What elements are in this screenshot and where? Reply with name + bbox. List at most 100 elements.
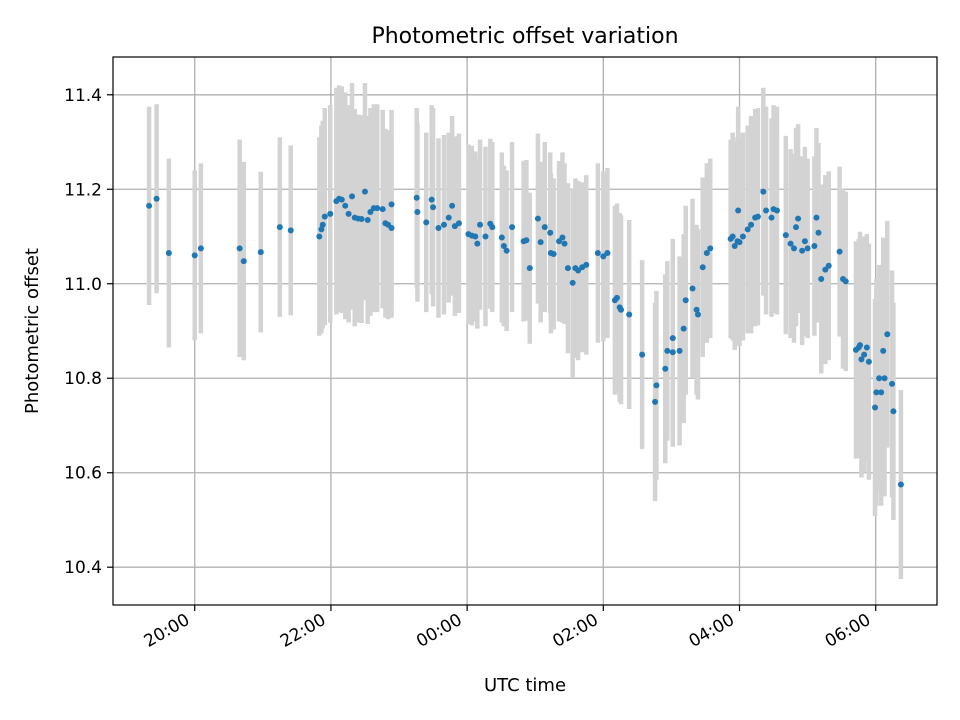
data-point	[604, 250, 611, 257]
data-point	[240, 258, 247, 265]
x-tick-label: 20:00	[141, 610, 193, 652]
data-point	[455, 220, 462, 227]
data-point	[804, 245, 811, 252]
y-axis-label: Photometric offset	[22, 248, 43, 414]
data-point	[694, 311, 701, 318]
data-point	[564, 265, 571, 272]
data-point	[428, 196, 435, 203]
data-point	[873, 389, 880, 396]
y-tick-label: 10.4	[64, 558, 102, 578]
data-point	[669, 335, 676, 342]
data-point	[146, 202, 153, 209]
data-point	[884, 331, 891, 338]
error-bars	[146, 82, 904, 580]
data-point	[276, 224, 283, 231]
chart-title: Photometric offset variation	[371, 24, 678, 49]
data-point	[435, 225, 442, 232]
data-point	[600, 253, 607, 260]
data-point	[881, 375, 888, 382]
data-point	[707, 245, 714, 252]
data-point	[316, 233, 323, 240]
data-point	[813, 214, 820, 221]
data-point	[153, 195, 160, 202]
data-point	[703, 250, 710, 257]
data-point	[626, 311, 633, 318]
data-point	[379, 206, 386, 213]
data-point	[413, 194, 420, 201]
data-point	[863, 344, 870, 351]
data-point	[739, 233, 746, 240]
data-point	[889, 380, 896, 387]
data-point	[583, 261, 590, 268]
data-point	[880, 347, 887, 354]
data-point	[345, 210, 352, 217]
x-axis-label: UTC time	[484, 675, 566, 696]
data-point	[878, 389, 885, 396]
y-tick-label: 11.0	[64, 275, 102, 295]
data-point	[547, 229, 554, 236]
plot-frame	[112, 56, 938, 606]
data-point	[523, 237, 530, 244]
data-point	[503, 247, 510, 254]
data-point	[890, 408, 897, 415]
data-point	[364, 216, 371, 223]
data-point	[736, 239, 743, 246]
data-point	[327, 210, 334, 217]
data-point	[236, 245, 243, 252]
data-point	[618, 306, 625, 313]
data-point	[287, 227, 294, 234]
data-point	[790, 245, 797, 252]
data-point	[760, 188, 767, 195]
data-point	[825, 262, 832, 269]
data-point	[836, 248, 843, 255]
data-point	[342, 202, 349, 209]
data-point	[575, 267, 582, 274]
data-point	[801, 238, 808, 245]
data-point	[842, 278, 849, 285]
data-point	[423, 219, 430, 226]
data-point	[773, 207, 780, 214]
data-point	[318, 226, 325, 233]
data-point	[653, 382, 660, 389]
data-point	[257, 249, 264, 256]
y-tick-label: 11.2	[64, 180, 102, 200]
data-point	[799, 247, 806, 254]
data-point	[509, 224, 516, 231]
data-point	[477, 221, 484, 228]
y-tick-label: 11.4	[64, 86, 102, 106]
data-point	[664, 347, 671, 354]
data-point	[782, 232, 789, 239]
data-point	[872, 404, 879, 411]
y-tick-label: 10.6	[64, 464, 102, 484]
data-point	[748, 221, 755, 228]
data-point	[550, 250, 557, 257]
data-point	[358, 216, 365, 223]
data-point	[489, 224, 496, 231]
data-point	[526, 265, 533, 272]
data-point	[388, 225, 395, 232]
data-point	[613, 294, 620, 301]
data-point	[165, 250, 172, 257]
data-point	[472, 233, 479, 240]
data-point	[445, 214, 452, 221]
data-point	[787, 240, 794, 247]
data-point	[754, 213, 761, 220]
data-point	[349, 193, 356, 200]
data-point	[815, 229, 822, 236]
data-point	[689, 285, 696, 292]
x-tick-label: 00:00	[413, 610, 465, 652]
data-point	[338, 196, 345, 203]
x-tick-label: 22:00	[277, 610, 329, 652]
x-tick-label: 02:00	[549, 610, 601, 652]
data-point	[594, 250, 601, 257]
data-point	[440, 221, 447, 228]
data-point	[541, 224, 548, 231]
data-point	[763, 207, 770, 214]
data-point	[693, 306, 700, 313]
data-point	[537, 239, 544, 246]
x-tick-label: 06:00	[822, 610, 874, 652]
data-point	[414, 208, 421, 215]
data-point	[652, 398, 659, 405]
data-points	[146, 188, 904, 488]
